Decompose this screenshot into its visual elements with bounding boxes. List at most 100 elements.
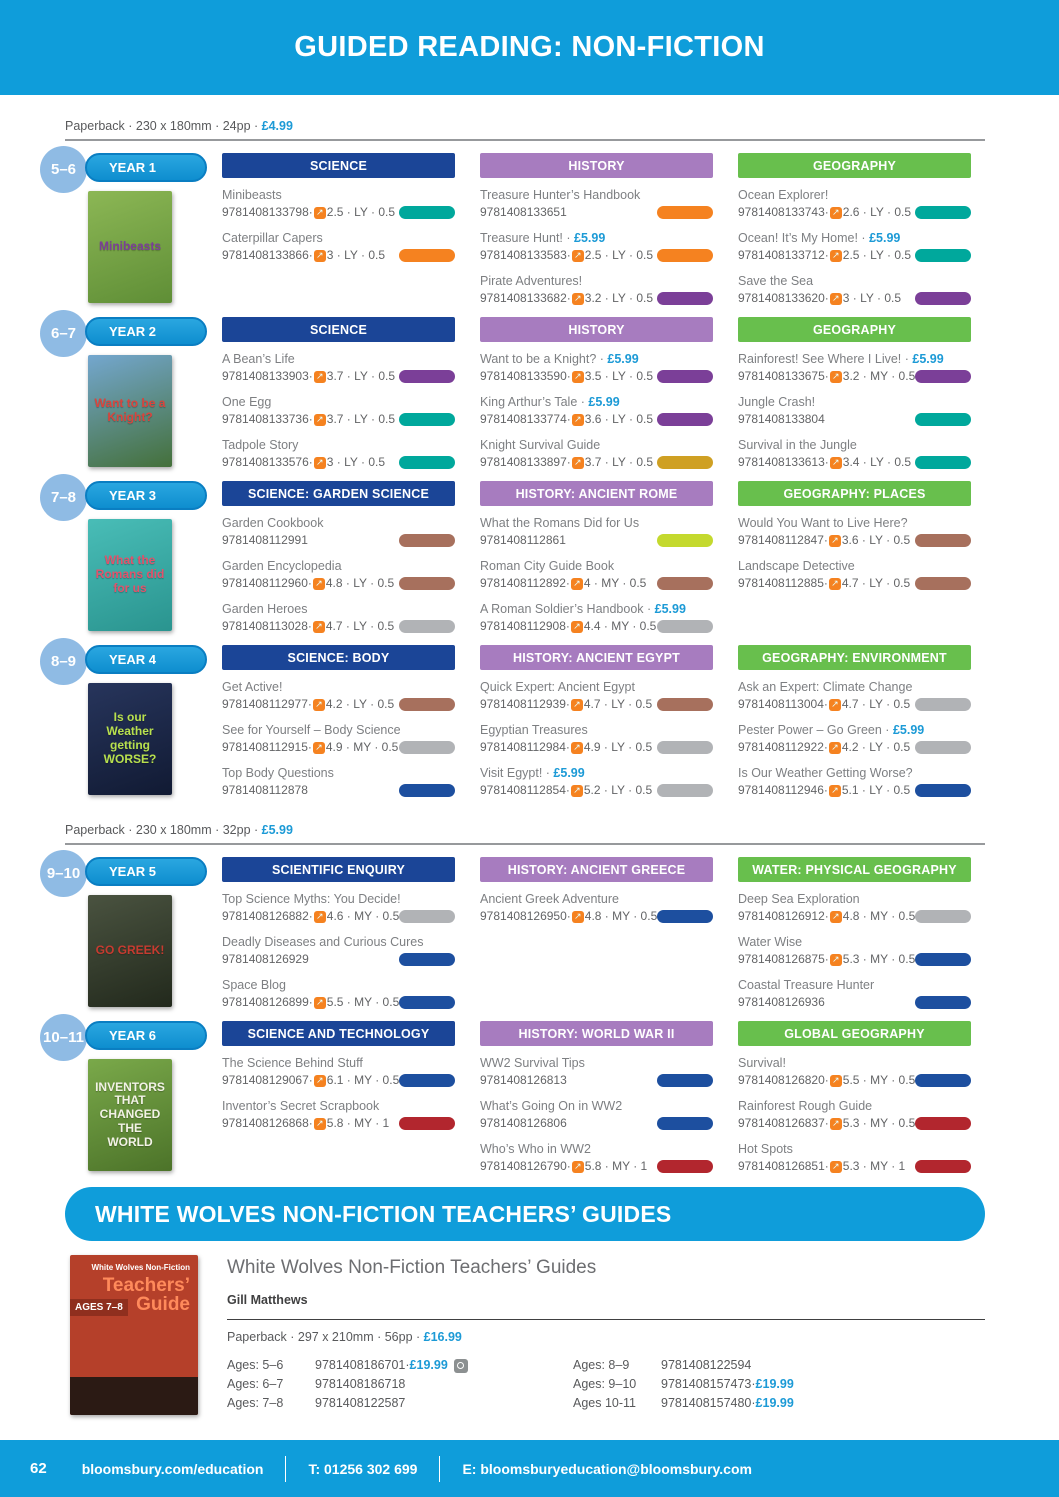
book-entry: Inventor’s Secret Scrapbook 9781408126868… — [222, 1098, 455, 1132]
book-entry: Get Active! 9781408112977 · ↗ 4.2 · LY · 0… — [222, 679, 455, 713]
year-row-left: 10–11 YEAR 6 INVENTORS THAT CHANGED THE WO… — [40, 1014, 222, 1175]
band-colour-pill — [657, 413, 713, 426]
book-meta: 9781408133897 · ↗ 3.7 · LY · 0.5 — [480, 454, 713, 471]
band-colour-pill — [657, 292, 713, 305]
category-header: GLOBAL GEOGRAPHY — [738, 1021, 971, 1046]
reading-level: 4.6 · MY · 0.5 — [326, 909, 400, 923]
book-meta: 9781408126790 · ↗ 5.8 · MY · 1 — [480, 1158, 713, 1175]
book-title: Roman City Guide Book — [480, 559, 615, 573]
book-title: What’s Going On in WW2 — [480, 1099, 623, 1113]
book-meta: 9781408126936 — [738, 994, 971, 1011]
book-isbn: 9781408126929 — [222, 952, 309, 966]
book-entry: The Science Behind Stuff 9781408129067 · … — [222, 1055, 456, 1089]
book-entry: Ask an Expert: Climate Change 97814081130… — [738, 679, 971, 713]
reading-level: 3 · LY · 0.5 — [326, 455, 386, 469]
book-isbn: 9781408133613 — [738, 455, 825, 469]
book-meta: 9781408112847 · ↗ 3.6 · LY · 0.5 — [738, 532, 971, 549]
band-colour-pill — [657, 784, 713, 797]
book-entry: Deep Sea Exploration 9781408126912 · ↗ 4.8… — [738, 891, 972, 925]
category-column: SCIENCE A Bean’s Life 9781408133903 · ↗ 3.7… — [222, 317, 455, 471]
category-column: HISTORY: WORLD WAR II WW2 Survival Tips 97… — [480, 1021, 713, 1175]
age-badge: 6–7 — [40, 310, 87, 357]
band-colour-pill — [399, 741, 455, 754]
footer-email-link[interactable]: E: bloomsburyeducation@bloomsbury.com — [462, 1460, 752, 1477]
book-isbn: 9781408113028 — [222, 619, 308, 633]
teachers-guide-cover-ages-badge: AGES 7–8 — [70, 1299, 128, 1316]
book-meta: 9781408133804 — [738, 411, 971, 428]
book-title: Would You Want to Live Here? — [738, 516, 908, 530]
ar-quiz-icon: ↗ — [829, 456, 842, 469]
ar-quiz-icon: ↗ — [312, 577, 325, 590]
band-colour-pill — [399, 370, 455, 383]
book-meta: 9781408112939 · ↗ 4.7 · LY · 0.5 — [480, 696, 713, 713]
book-isbn: 9781408133651 — [480, 205, 567, 219]
year-label: YEAR 6 — [85, 1021, 207, 1050]
camera-lens — [457, 1362, 465, 1369]
category-column: SCIENCE Minibeasts 9781408133798 · ↗ 2.5 · … — [222, 153, 455, 307]
reading-level: 5.3 · MY · 0.5 — [842, 952, 916, 966]
book-meta: 9781408112915 · ↗ 4.9 · MY · 0.5 — [222, 739, 455, 756]
book-entry: Deadly Diseases and Curious Cures 9781408… — [222, 934, 455, 968]
teachers-guide-age-row: Ages: 6–7 9781408186718 — [227, 1375, 485, 1394]
book-meta: 9781408112960 · ↗ 4.8 · LY · 0.5 — [222, 575, 455, 592]
category-header: HISTORY: ANCIENT ROME — [480, 481, 713, 506]
book-title: Rainforest Rough Guide — [738, 1099, 873, 1113]
book-isbn: 9781408126790 — [480, 1159, 567, 1173]
category-header: SCIENCE: BODY — [222, 645, 455, 670]
age-badge: 7–8 — [40, 474, 87, 521]
reading-level: 3 · LY · 0.5 — [326, 248, 386, 262]
ages-column-right: Ages: 8–9 9781408122594 Ages: 9–10 97814081… — [573, 1356, 831, 1413]
book-isbn: 9781408133712 — [738, 248, 825, 262]
band-colour-pill — [657, 620, 713, 633]
ar-quiz-icon: ↗ — [828, 784, 841, 797]
reading-level: 6.1 · MY · 0.5 — [326, 1073, 400, 1087]
book-isbn: 9781408133682 — [480, 291, 567, 305]
teachers-guide-age-row: Ages: 8–9 9781408122594 — [573, 1356, 831, 1375]
reading-level: 2.5 · LY · 0.5 — [584, 248, 654, 262]
reading-level: 5.3 · MY · 0.5 — [842, 1116, 916, 1130]
teachers-guide-author: Gill Matthews — [227, 1293, 308, 1307]
band-colour-pill — [399, 1074, 456, 1087]
band-colour-pill — [915, 456, 971, 469]
ar-quiz-icon: ↗ — [570, 784, 583, 797]
reading-level: 5.5 · MY · 0.5 — [842, 1073, 916, 1087]
reading-level: 4.7 · LY · 0.5 — [325, 619, 395, 633]
book-entry: Top Body Questions 9781408112878 — [222, 765, 455, 799]
book-title: Deep Sea Exploration — [738, 892, 860, 906]
reading-level: 4.8 · MY · 0.5 — [842, 909, 916, 923]
format-text: Paperback · 230 x 180mm · 24pp · — [65, 119, 262, 133]
book-meta: 9781408112922 · ↗ 4.2 · LY · 0.5 — [738, 739, 971, 756]
footer-divider — [285, 1455, 287, 1482]
book-title: Ocean Explorer! — [738, 188, 829, 202]
category-header: GEOGRAPHY: ENVIRONMENT — [738, 645, 971, 670]
age-badge: 10–11 — [40, 1014, 87, 1061]
book-meta: 9781408112991 — [222, 532, 455, 549]
book-meta: 9781408112946 · ↗ 5.1 · LY · 0.5 — [738, 782, 971, 799]
book-title: Water Wise — [738, 935, 803, 949]
book-isbn: 9781408133866 — [222, 248, 309, 262]
book-entry: Garden Heroes 9781408113028 · ↗ 4.7 · LY ·… — [222, 601, 455, 635]
book-entry: Jungle Crash! 9781408133804 — [738, 394, 971, 428]
band-colour-pill — [399, 698, 455, 711]
year-row-left: 7–8 YEAR 3 What the Romans did for us — [40, 474, 222, 635]
book-entry: Garden Encyclopedia 9781408112960 · ↗ 4.8 … — [222, 558, 455, 592]
book-title: Landscape Detective — [738, 559, 855, 573]
book-meta: 9781408126899 · ↗ 5.5 · MY · 0.5 — [222, 994, 456, 1011]
book-title: Ocean! It’s My Home! · £5.99 — [738, 231, 901, 245]
footer-website-link[interactable]: bloomsbury.com/education — [81, 1460, 264, 1477]
book-isbn: 9781408133620 — [738, 291, 825, 305]
book-isbn: 9781408126851 — [738, 1159, 825, 1173]
category-column: SCIENTIFIC ENQUIRY Top Science Myths: You… — [222, 857, 456, 1011]
category-header: HISTORY — [480, 317, 713, 342]
category-header: SCIENCE: GARDEN SCIENCE — [222, 481, 455, 506]
category-header: SCIENCE — [222, 153, 455, 178]
book-meta: 9781408126868 · ↗ 5.8 · MY · 1 — [222, 1115, 455, 1132]
book-meta: 9781408113028 · ↗ 4.7 · LY · 0.5 — [222, 618, 455, 635]
format-text: Paperback · 230 x 180mm · 32pp · — [65, 823, 262, 837]
teachers-guide-age-row: Ages: 7–8 9781408122587 — [227, 1394, 485, 1413]
band-colour-pill — [915, 741, 971, 754]
band-colour-pill — [915, 1160, 971, 1173]
reading-level: 4.7 · LY · 0.5 — [841, 697, 911, 711]
book-meta: 9781408112908 · ↗ 4.4 · MY · 0.5 — [480, 618, 713, 635]
book-isbn: 9781408126806 — [480, 1116, 567, 1130]
